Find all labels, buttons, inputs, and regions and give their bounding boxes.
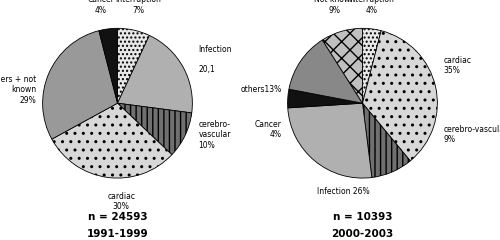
Wedge shape — [52, 103, 172, 178]
Text: cerebro-
vascular
10%: cerebro- vascular 10% — [198, 120, 231, 150]
Text: Infection: Infection — [198, 45, 232, 54]
Text: Treatment
interruption
7%: Treatment interruption 7% — [116, 0, 162, 15]
Wedge shape — [322, 28, 362, 103]
Text: n = 10393: n = 10393 — [333, 212, 392, 222]
Text: cerebro-vascular
9%: cerebro-vascular 9% — [444, 125, 500, 144]
Text: 2000-2003: 2000-2003 — [332, 229, 394, 239]
Text: Not known
9%: Not known 9% — [314, 0, 354, 15]
Wedge shape — [362, 103, 410, 178]
Text: cardiac
35%: cardiac 35% — [444, 56, 471, 75]
Wedge shape — [288, 89, 362, 108]
Wedge shape — [118, 28, 150, 103]
Wedge shape — [362, 31, 438, 161]
Text: Cancer
4%: Cancer 4% — [255, 120, 281, 139]
Text: others + not
known
29%: others + not known 29% — [0, 75, 36, 105]
Text: Cancer
4%: Cancer 4% — [88, 0, 115, 15]
Wedge shape — [289, 40, 362, 103]
Text: 20,1: 20,1 — [198, 65, 215, 74]
Wedge shape — [99, 28, 117, 103]
Text: cardiac
30%: cardiac 30% — [107, 192, 135, 211]
Text: others13%: others13% — [240, 85, 282, 94]
Wedge shape — [118, 36, 192, 113]
Text: 1991-1999: 1991-1999 — [86, 229, 148, 239]
Wedge shape — [42, 31, 117, 139]
Wedge shape — [362, 28, 381, 103]
Text: n = 24593: n = 24593 — [88, 212, 148, 222]
Text: Treatment
interruption
4%: Treatment interruption 4% — [348, 0, 395, 15]
Wedge shape — [118, 103, 192, 155]
Wedge shape — [288, 103, 372, 178]
Text: Infection 26%: Infection 26% — [318, 187, 370, 196]
